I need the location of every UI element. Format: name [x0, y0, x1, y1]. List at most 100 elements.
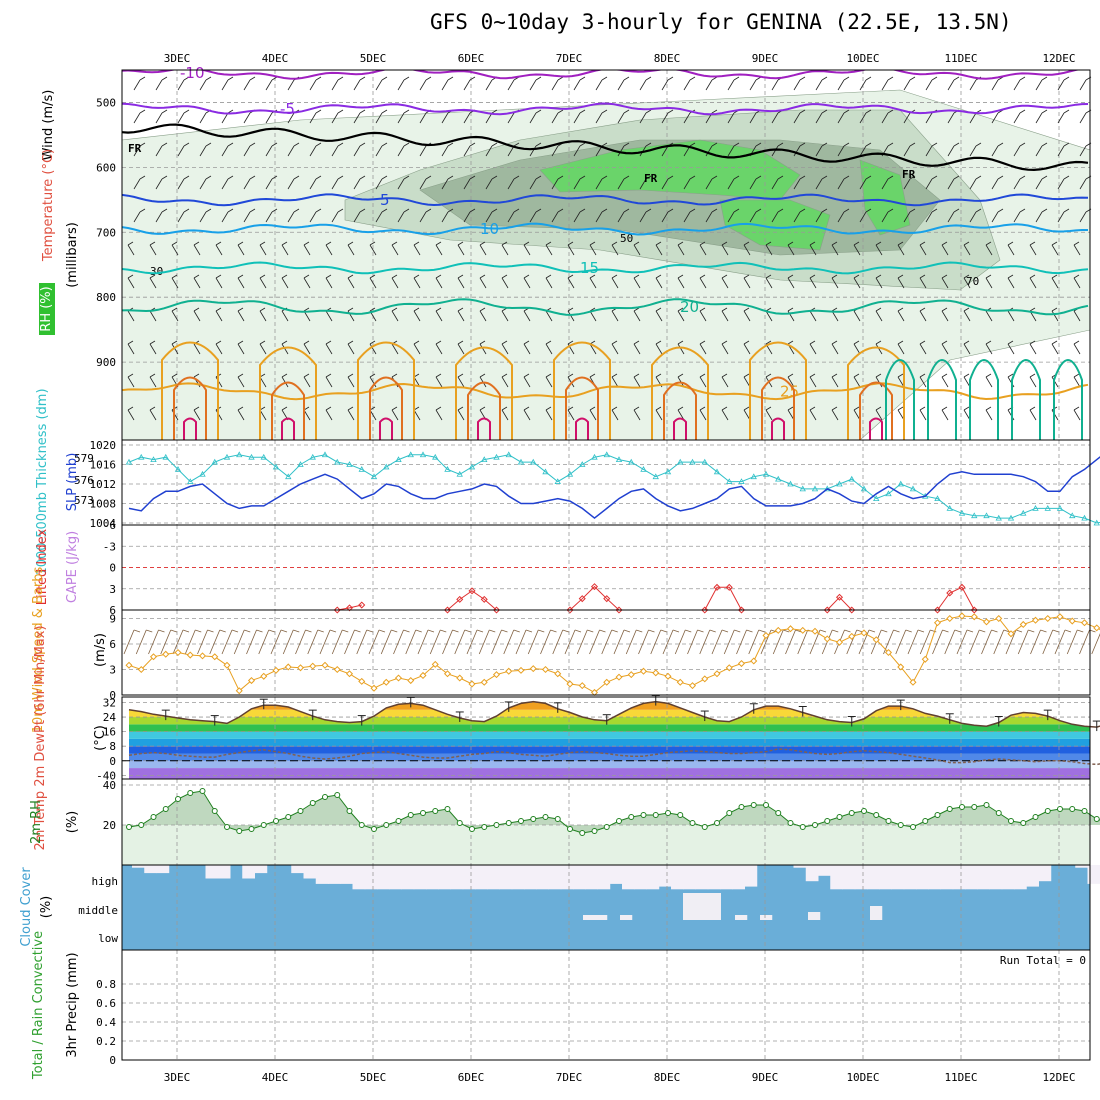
cloud-bar-gap: [879, 865, 892, 890]
wind-barb: [1019, 175, 1026, 180]
slp-point: [370, 473, 378, 480]
wind-barb: [831, 409, 839, 421]
wind-barb: [1013, 112, 1021, 124]
wind-barb: [1073, 244, 1081, 256]
wind-barb: [809, 274, 816, 279]
wind-barb: [743, 343, 751, 355]
wind-barb: [837, 178, 845, 190]
rh-contour-label: 30: [150, 265, 163, 278]
wind-barb: [831, 340, 838, 345]
cloud-bar-gap: [377, 865, 390, 890]
rh-point: [824, 818, 831, 824]
wind-barb: [375, 112, 383, 124]
isotherm-line: [575, 417, 589, 440]
wind-barb: [237, 343, 245, 355]
wind-barb: [963, 406, 970, 411]
cloud-bar-gap: [487, 865, 500, 890]
wind-barb: [243, 211, 251, 223]
wind-barb: [699, 244, 707, 256]
slp-point: [848, 475, 855, 482]
wind-barb: [149, 340, 156, 345]
wind-barb: [883, 629, 894, 655]
wind-barb: [463, 211, 471, 223]
wind-barb: [963, 310, 971, 322]
rh-point: [1069, 806, 1076, 812]
wind-barb: [315, 109, 322, 114]
rh-point: [469, 826, 475, 832]
temp2m-axis-label: 2m Temp 2m DewPt (6hr Min/Max): [33, 625, 48, 850]
wind-barb: [865, 76, 872, 81]
wind-barb: [755, 175, 762, 180]
wind-barb: [853, 343, 861, 355]
isotherm-line: [651, 346, 709, 440]
wind-barb: [787, 340, 794, 345]
wind-barb: [149, 376, 157, 388]
wind-barb: [1029, 274, 1036, 279]
li-tick-label: -6: [103, 519, 116, 532]
wind-barb: [303, 277, 311, 289]
wind-barb: [661, 145, 669, 157]
wind-barb: [205, 142, 212, 147]
wind-barb: [799, 208, 806, 213]
slp-point: [432, 453, 439, 460]
cape-axis-label: CAPE (J/kg): [65, 531, 80, 603]
wind-barb: [623, 76, 630, 81]
wind-barb: [231, 629, 239, 633]
wind-barb: [969, 79, 977, 91]
wind-barb: [853, 274, 860, 279]
wind-barb: [123, 629, 135, 655]
cloud-bar-gap: [735, 915, 748, 920]
slp-point: [468, 463, 476, 470]
wind-barb: [479, 241, 486, 246]
li-tick-label: -3: [103, 540, 116, 553]
wind-barb: [837, 211, 845, 223]
wind-barb: [821, 76, 828, 81]
temp-color-band: [129, 701, 1090, 703]
wind-barb: [699, 406, 706, 411]
wind-barb: [413, 241, 420, 246]
wind-barb: [369, 244, 377, 256]
x-tick-label-top: 7DEC: [556, 52, 583, 65]
wind-barb: [149, 310, 157, 322]
wind-barb: [931, 208, 938, 213]
wind-barb: [919, 244, 927, 256]
wind-barb: [858, 629, 870, 655]
wind-barb: [985, 343, 993, 355]
wind-barb: [1063, 208, 1070, 213]
slp-tick-label: 1012: [90, 478, 117, 491]
wind-barb: [303, 376, 311, 388]
wind-barb: [161, 208, 168, 213]
wind-barb: [507, 178, 515, 190]
wind-barb: [655, 409, 663, 421]
wind-barb: [227, 208, 234, 213]
rh-point: [910, 824, 916, 830]
wind-barb: [359, 208, 366, 213]
wind-barb: [567, 409, 575, 421]
cloud-bar-gap: [870, 906, 883, 920]
isotherm-line: [122, 70, 1081, 80]
wind-barb: [711, 175, 718, 180]
wind-barb: [975, 208, 982, 213]
wind-barb: [941, 310, 949, 322]
wind-barb: [303, 274, 310, 279]
wind-barb: [479, 307, 486, 312]
wind-barb: [287, 211, 295, 223]
wind-barb: [397, 145, 405, 157]
wind-barb: [645, 175, 652, 180]
wind-speed-point: [419, 671, 427, 679]
li-point: [737, 606, 746, 614]
wind-barb: [895, 629, 907, 655]
wind-barb: [777, 142, 784, 147]
y-tick-label: 700: [96, 226, 116, 239]
wind-barb: [161, 109, 168, 114]
cloud-bar-gap: [401, 865, 415, 890]
wind-barb: [281, 340, 288, 345]
slp-point: [297, 461, 304, 467]
wind-barb: [574, 629, 582, 633]
wind-barb: [709, 629, 716, 633]
wind-barb: [359, 76, 366, 81]
wind-barb: [589, 310, 597, 322]
rh-shading: [719, 199, 831, 251]
wind-barb: [875, 310, 883, 322]
wind-speed-point: [958, 612, 966, 620]
